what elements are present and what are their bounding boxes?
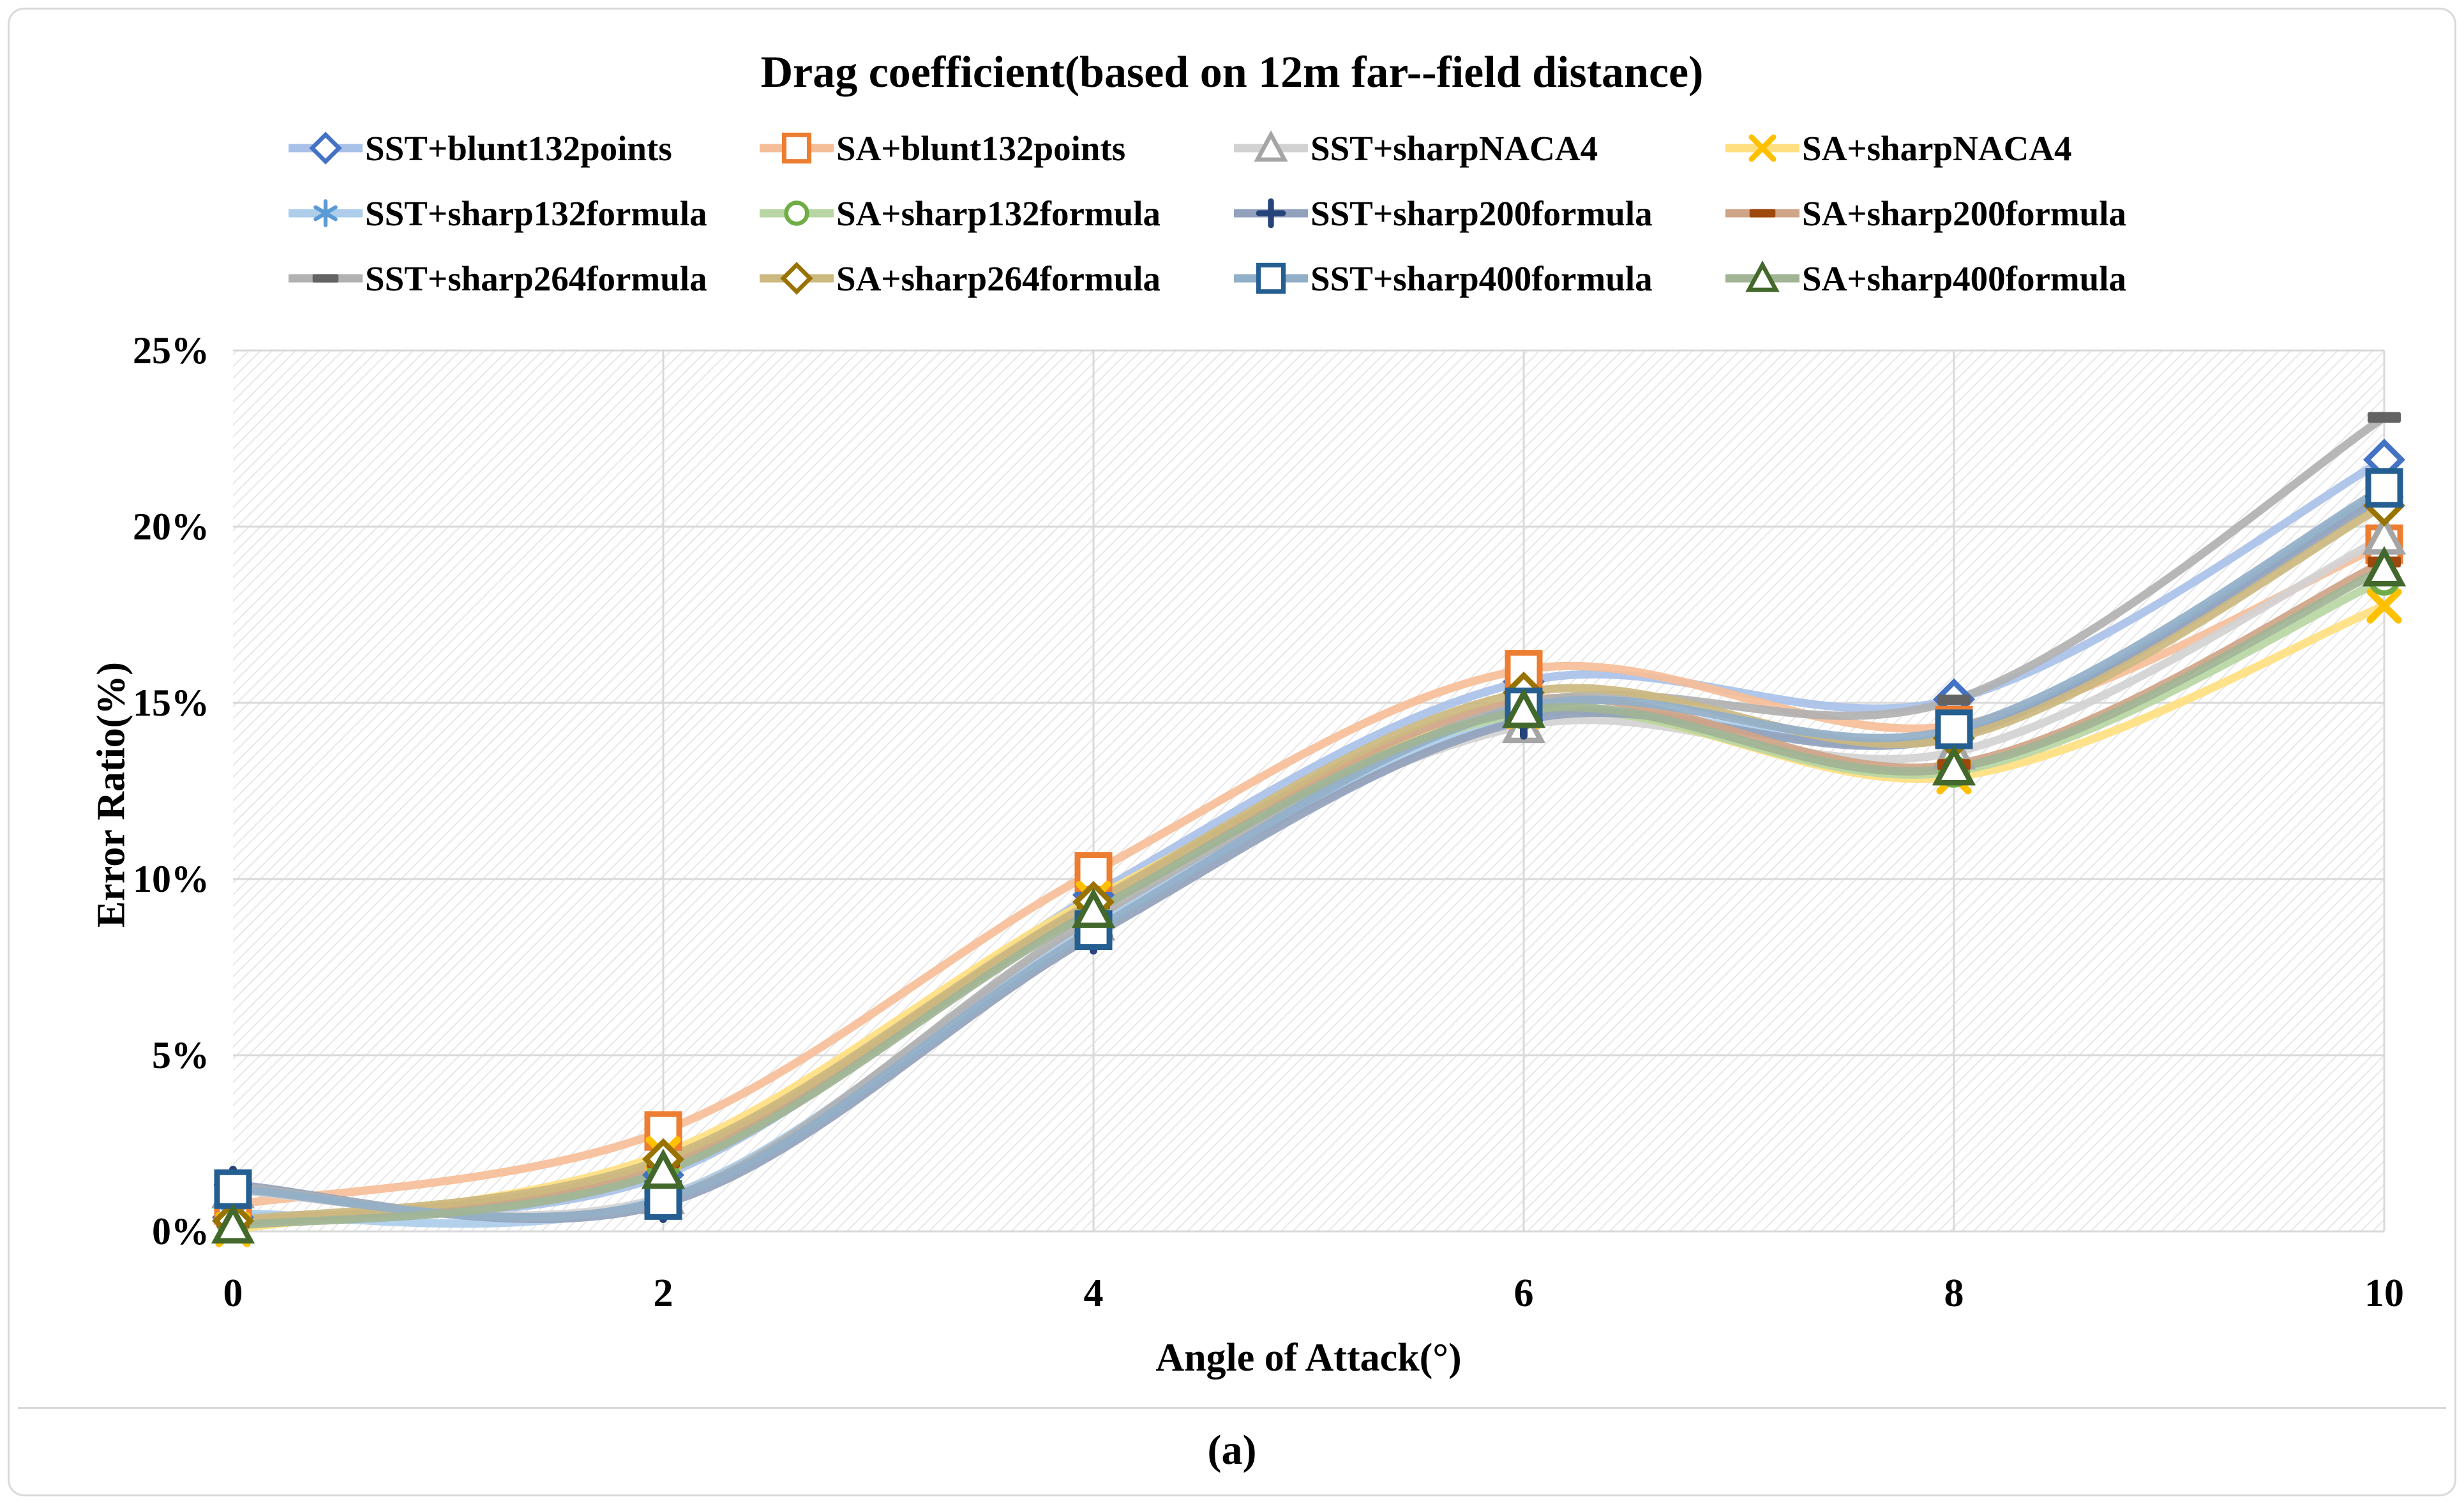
legend-label: SA+sharp264formula: [836, 259, 1161, 298]
legend-label: SST+sharp200formula: [1311, 193, 1653, 233]
legend-label: SST+sharp132formula: [365, 193, 707, 233]
legend-item[interactable]: SA+sharp264formula: [760, 255, 1161, 301]
legend-item[interactable]: SA+sharp132formula: [760, 190, 1161, 236]
axis-tick-labels: 0% 5% 10% 15% 20% 25% 0 2 4 6 8 10: [133, 329, 2404, 1315]
legend-triangle-icon: [1234, 130, 1308, 162]
legend-plus-icon: [1234, 198, 1308, 229]
y-tick-label: 20%: [133, 506, 209, 548]
legend-item[interactable]: SST+sharpNACA4: [1234, 125, 1598, 171]
y-tick-label: 0%: [152, 1210, 209, 1252]
y-tick-label: 25%: [133, 329, 209, 372]
legend-item[interactable]: SA+blunt132points: [760, 125, 1125, 171]
legend-label: SA+sharp200formula: [1802, 193, 2127, 233]
y-tick-label: 5%: [152, 1034, 209, 1076]
x-tick-label: 8: [1944, 1272, 1964, 1315]
legend-dash-icon: [1725, 209, 1799, 218]
legend-label: SST+blunt132points: [365, 128, 672, 168]
series-line: [233, 501, 2384, 1225]
legend-item[interactable]: SA+sharp200formula: [1725, 190, 2126, 236]
legend-square-icon: [1234, 262, 1308, 294]
gridlines: [233, 349, 2385, 1233]
legend-label: SA+blunt132points: [836, 128, 1126, 168]
figure-caption: (a): [1207, 1427, 1257, 1473]
legend-label: SA+sharpNACA4: [1802, 128, 2072, 168]
x-axis-title: Angle of Attack(°): [1155, 1336, 1462, 1380]
legend-label: SA+sharp400formula: [1802, 259, 2127, 298]
y-tick-label: 15%: [133, 682, 209, 724]
legend-label: SST+sharp264formula: [365, 259, 707, 298]
legend-item[interactable]: SST+sharp400formula: [1234, 255, 1653, 301]
y-axis-title: Error Ratio(%): [89, 661, 133, 928]
series-line: [233, 564, 2384, 1231]
legend-diamond-icon: [289, 132, 363, 165]
series-line: [233, 483, 2384, 1222]
legend-circle-icon: [760, 200, 834, 226]
legend-item[interactable]: SST+sharp264formula: [289, 255, 707, 301]
legend-item[interactable]: SA+sharp400formula: [1725, 255, 2126, 301]
legend-x-icon: [1725, 134, 1799, 162]
legend-item[interactable]: SST+sharp200formula: [1234, 190, 1653, 236]
series-markers: [211, 412, 2407, 1247]
x-tick-label: 6: [1514, 1272, 1534, 1315]
y-tick-label: 10%: [133, 858, 209, 900]
series-lines: [233, 413, 2384, 1231]
legend-item[interactable]: SST+sharp132formula: [289, 190, 707, 236]
legend-diamond-icon: [760, 262, 834, 295]
legend-square-icon: [760, 132, 834, 164]
legend-triangle-icon: [1725, 260, 1799, 292]
x-tick-label: 0: [223, 1272, 243, 1315]
x-tick-label: 10: [2364, 1272, 2404, 1315]
chart-legend: SST+blunt132points SA+blunt132points SST+s…: [0, 0, 2464, 319]
legend-label: SA+sharp132formula: [836, 193, 1161, 233]
legend-item[interactable]: SST+blunt132points: [289, 125, 672, 171]
chart-bottom-divider: [18, 1407, 2446, 1409]
legend-dash-icon: [289, 274, 363, 283]
x-tick-label: 2: [654, 1272, 673, 1315]
legend-item[interactable]: SA+sharpNACA4: [1725, 125, 2072, 171]
x-tick-label: 4: [1084, 1272, 1104, 1315]
legend-label: SST+sharpNACA4: [1311, 128, 1598, 168]
chart-title: Drag coefficient(based on 12m far--field…: [760, 48, 1704, 97]
legend-asterisk-icon: [289, 199, 363, 227]
legend-label: SST+sharp400formula: [1311, 259, 1653, 298]
